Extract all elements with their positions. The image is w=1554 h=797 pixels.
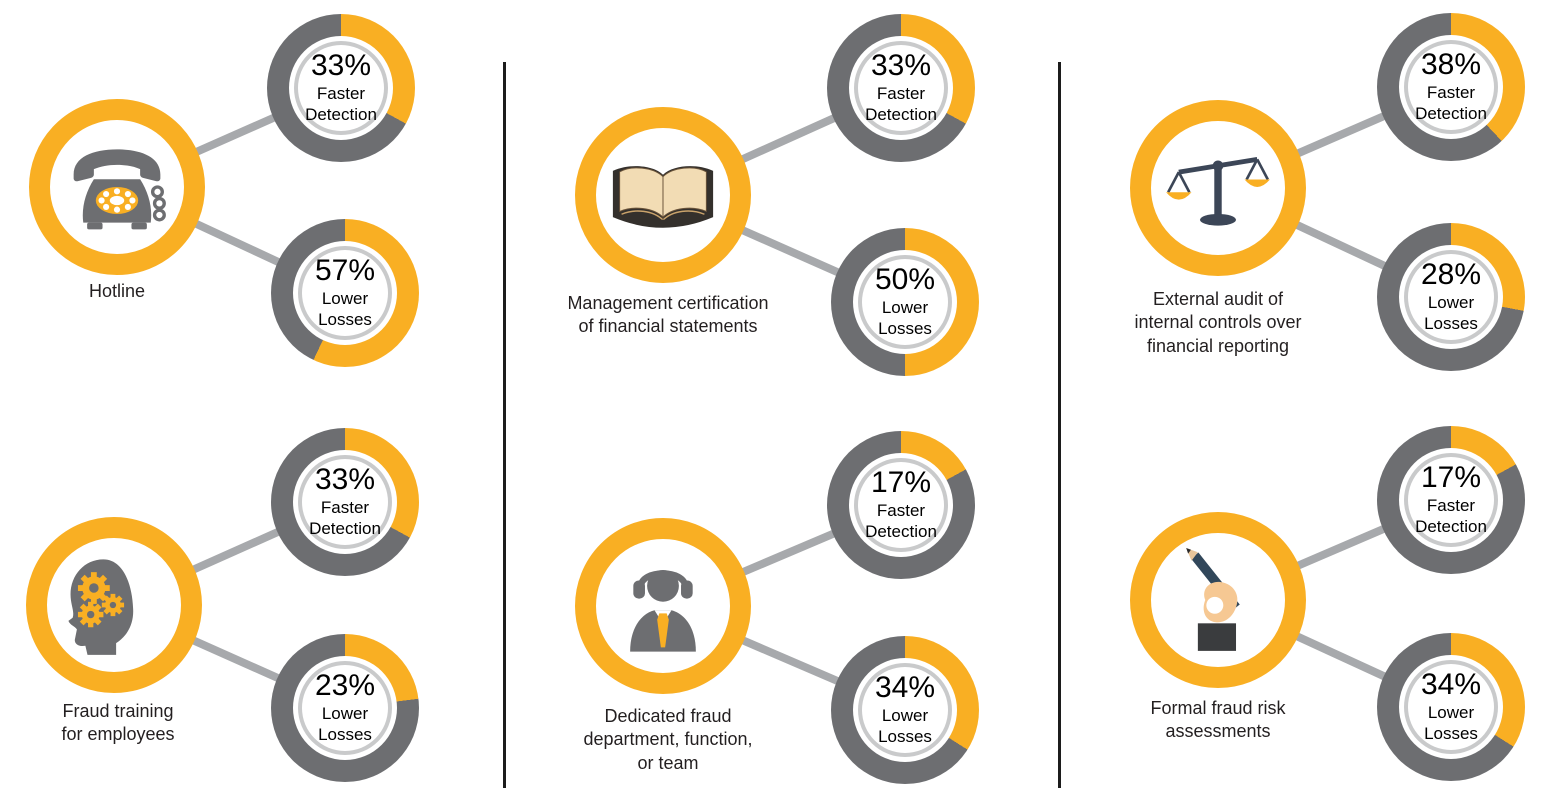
metric-label-line: Faster (1426, 496, 1476, 516)
metric-value: 23% (314, 669, 376, 703)
metric-value: 50% (874, 263, 936, 297)
metric-label-line: Detection (1415, 516, 1487, 536)
label-line: department, function, (583, 729, 753, 750)
metric-label-line: Losses (318, 309, 372, 329)
metric-value: 33% (310, 49, 372, 83)
control-circle-external-audit (1130, 100, 1306, 276)
metric-value: 34% (874, 671, 936, 705)
metric-value: 38% (1420, 48, 1482, 82)
support-agent-icon (630, 569, 696, 652)
label-line: financial reporting (1146, 335, 1290, 356)
donut-center: 33% Faster Detection (298, 45, 384, 131)
metric-label-line: Detection (865, 104, 937, 124)
donut-center: 33% Faster Detection (302, 459, 388, 545)
open-book-icon (612, 166, 714, 228)
control-label-risk-assessments: Formal fraud risk assessments (1088, 697, 1348, 744)
metric-label-line: Losses (878, 318, 932, 338)
control-circle-risk-assessments (1130, 512, 1306, 688)
metric-label-line: Faster (1426, 83, 1476, 103)
label-line: Dedicated fraud (604, 706, 732, 726)
donut-center: 38% Faster Detection (1408, 44, 1494, 130)
metric-label-line: Lower (321, 289, 369, 309)
column-divider (503, 62, 506, 788)
metric-label-line: Faster (876, 84, 926, 104)
control-label-fraud-department: Dedicated fraud department, function, or… (538, 705, 798, 775)
head-gears-icon (68, 559, 134, 655)
metric-label-line: Lower (1427, 703, 1475, 723)
control-circle-hotline (29, 99, 205, 275)
metric-label-line: Lower (321, 704, 369, 724)
label-line: External audit of (1152, 289, 1284, 309)
control-label-external-audit: External audit of internal controls over… (1088, 288, 1348, 358)
metric-label-line: Faster (320, 498, 370, 518)
control-circle-fraud-training (26, 517, 202, 693)
donut-lower-losses: 34% Lower Losses (831, 636, 979, 784)
metric-value: 17% (1420, 461, 1482, 495)
label-line: Management certification (567, 293, 769, 313)
metric-value: 28% (1420, 258, 1482, 292)
metric-label-line: Losses (1424, 313, 1478, 333)
label-line: of financial statements (578, 316, 758, 337)
metric-label-line: Detection (1415, 103, 1487, 123)
label-line: Formal fraud risk (1150, 698, 1286, 718)
donut-faster-detection: 38% Faster Detection (1377, 13, 1525, 161)
donut-lower-losses: 23% Lower Losses (271, 634, 419, 782)
control-circle-management-certification (575, 107, 751, 283)
label-line: internal controls over (1134, 312, 1302, 333)
metric-label-line: Detection (865, 521, 937, 541)
metric-value: 17% (870, 466, 932, 500)
donut-center: 17% Faster Detection (1408, 457, 1494, 543)
label-line: or team (637, 752, 699, 773)
donut-center: 17% Faster Detection (858, 462, 944, 548)
rotary-phone-icon (73, 149, 166, 230)
metric-label-line: Losses (318, 724, 372, 744)
metric-value: 33% (870, 49, 932, 83)
metric-label-line: Lower (1427, 293, 1475, 313)
control-label-fraud-training: Fraud training for employees (18, 700, 218, 747)
label-line: for employees (61, 724, 175, 745)
label-line: assessments (1165, 721, 1271, 742)
metric-label-line: Losses (1424, 723, 1478, 743)
donut-center: 50% Lower Losses (862, 259, 948, 345)
donut-center: 33% Faster Detection (858, 45, 944, 131)
metric-label-line: Lower (881, 706, 929, 726)
label-line: Fraud training (62, 701, 174, 721)
donut-lower-losses: 57% Lower Losses (271, 219, 419, 367)
donut-lower-losses: 28% Lower Losses (1377, 223, 1525, 371)
donut-center: 34% Lower Losses (862, 667, 948, 753)
balance-scale-icon (1166, 157, 1270, 226)
metric-label-line: Detection (309, 518, 381, 538)
donut-faster-detection: 33% Faster Detection (267, 14, 415, 162)
control-label-management-certification: Management certification of financial st… (538, 292, 798, 339)
metric-value: 34% (1420, 668, 1482, 702)
donut-center: 57% Lower Losses (302, 250, 388, 336)
control-label-hotline: Hotline (17, 280, 217, 303)
donut-faster-detection: 17% Faster Detection (1377, 426, 1525, 574)
metric-value: 57% (314, 254, 376, 288)
donut-faster-detection: 33% Faster Detection (271, 428, 419, 576)
donut-faster-detection: 17% Faster Detection (827, 431, 975, 579)
column-divider (1058, 62, 1061, 788)
donut-lower-losses: 50% Lower Losses (831, 228, 979, 376)
donut-center: 23% Lower Losses (302, 665, 388, 751)
metric-label-line: Faster (876, 501, 926, 521)
donut-faster-detection: 33% Faster Detection (827, 14, 975, 162)
metric-label-line: Faster (316, 84, 366, 104)
hand-pencil-icon (1186, 548, 1240, 651)
metric-label-line: Detection (305, 104, 377, 124)
label-line: Hotline (88, 281, 146, 301)
donut-lower-losses: 34% Lower Losses (1377, 633, 1525, 781)
metric-label-line: Lower (881, 298, 929, 318)
donut-center: 34% Lower Losses (1408, 664, 1494, 750)
control-circle-fraud-department (575, 518, 751, 694)
metric-value: 33% (314, 463, 376, 497)
donut-center: 28% Lower Losses (1408, 254, 1494, 340)
metric-label-line: Losses (878, 726, 932, 746)
